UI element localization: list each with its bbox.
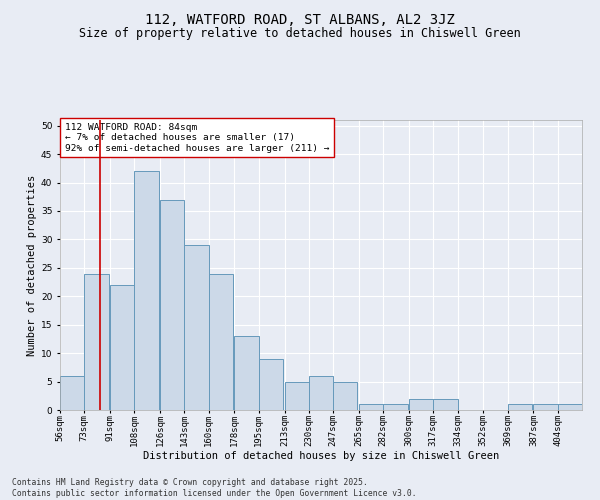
Text: Contains HM Land Registry data © Crown copyright and database right 2025.
Contai: Contains HM Land Registry data © Crown c… [12,478,416,498]
Bar [333,382,358,410]
Bar [60,376,85,410]
Y-axis label: Number of detached properties: Number of detached properties [26,174,37,356]
Bar [160,200,184,410]
Bar [110,285,134,410]
Text: Size of property relative to detached houses in Chiswell Green: Size of property relative to detached ho… [79,28,521,40]
Bar [508,404,532,410]
Text: 112, WATFORD ROAD, ST ALBANS, AL2 3JZ: 112, WATFORD ROAD, ST ALBANS, AL2 3JZ [145,12,455,26]
Bar [235,336,259,410]
Bar [284,382,309,410]
Bar [557,404,582,410]
Bar [409,398,433,410]
Bar [359,404,383,410]
Text: 112 WATFORD ROAD: 84sqm
← 7% of detached houses are smaller (17)
92% of semi-det: 112 WATFORD ROAD: 84sqm ← 7% of detached… [65,123,330,152]
Bar [259,359,283,410]
X-axis label: Distribution of detached houses by size in Chiswell Green: Distribution of detached houses by size … [143,450,499,460]
Bar [134,171,158,410]
Bar [184,245,209,410]
Bar [383,404,407,410]
Bar [533,404,557,410]
Bar [209,274,233,410]
Bar [309,376,333,410]
Bar [433,398,458,410]
Bar [85,274,109,410]
